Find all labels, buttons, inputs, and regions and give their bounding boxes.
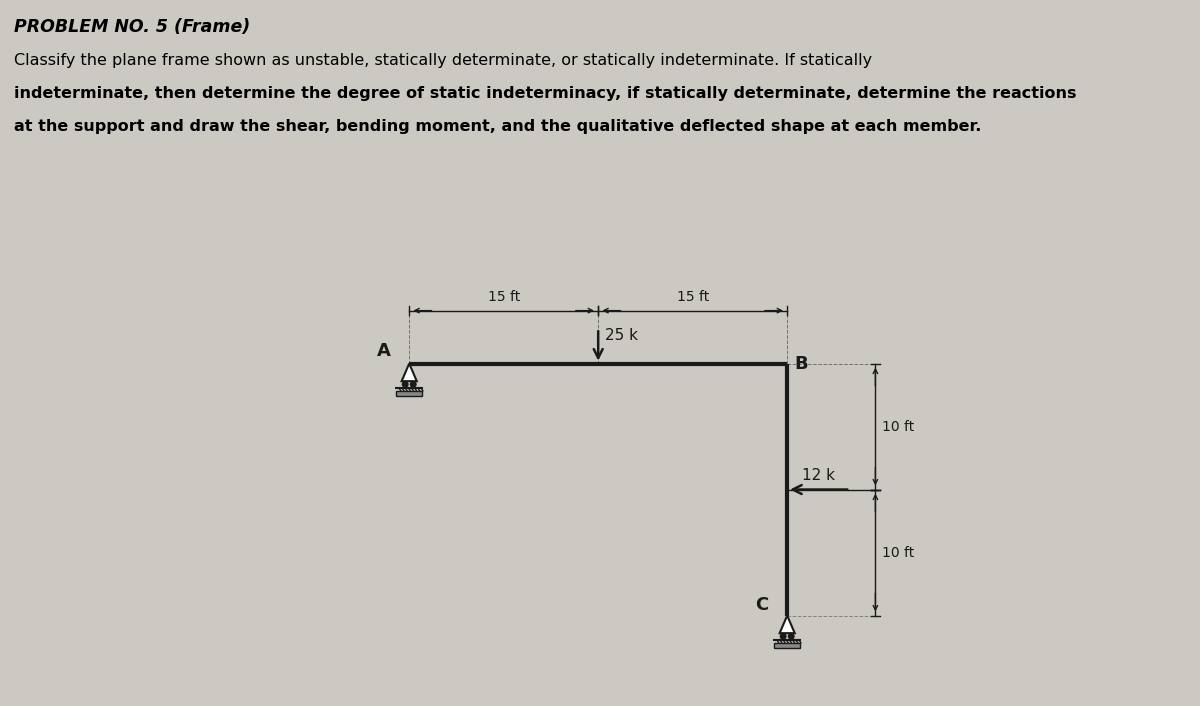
Circle shape	[780, 633, 786, 639]
Text: C: C	[755, 597, 768, 614]
Text: 15 ft: 15 ft	[487, 290, 520, 304]
Circle shape	[410, 381, 416, 387]
Circle shape	[788, 633, 794, 639]
Text: at the support and draw the shear, bending moment, and the qualitative deflected: at the support and draw the shear, bendi…	[14, 119, 982, 134]
Bar	[774, 643, 800, 648]
Text: Classify the plane frame shown as unstable, statically determinate, or staticall: Classify the plane frame shown as unstab…	[14, 53, 872, 68]
Polygon shape	[780, 616, 794, 633]
Text: A: A	[377, 342, 390, 360]
Text: 25 k: 25 k	[605, 328, 637, 343]
Text: B: B	[794, 354, 809, 373]
Text: 15 ft: 15 ft	[677, 290, 709, 304]
Text: 10 ft: 10 ft	[882, 546, 914, 560]
Circle shape	[402, 381, 408, 387]
Text: indeterminate, then determine the degree of static indeterminacy, if statically : indeterminate, then determine the degree…	[14, 86, 1076, 101]
Text: 10 ft: 10 ft	[882, 419, 914, 433]
Bar	[396, 391, 422, 396]
Polygon shape	[402, 364, 416, 381]
Text: PROBLEM NO. 5 (Frame): PROBLEM NO. 5 (Frame)	[14, 18, 251, 35]
Text: 12 k: 12 k	[802, 468, 835, 483]
